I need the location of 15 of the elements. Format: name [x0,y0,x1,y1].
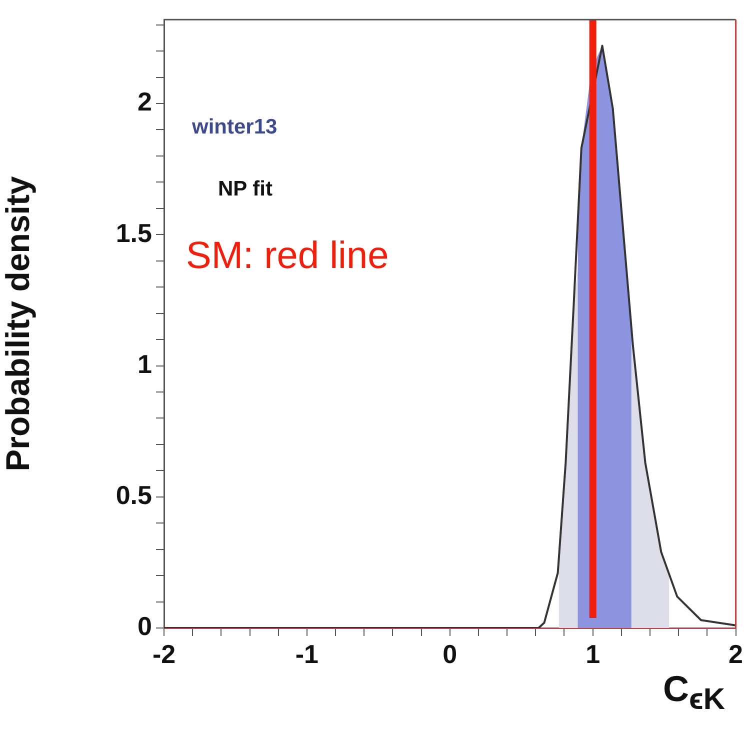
annotation: winter13 [191,115,278,138]
y-tick-label: 1.5 [116,218,152,248]
x-tick-label: 0 [442,638,458,669]
y-tick-label: 0 [138,611,152,642]
x-tick-label: 2 [728,638,744,669]
y-axis-title: Probability density [0,176,36,472]
x-tick-label: -2 [152,638,176,669]
ref-line-label: SM: red line [186,235,389,278]
y-tick-label: 2 [138,86,152,117]
x-tick-label: -1 [295,638,319,669]
x-axis-title: C$_{ϵK}$ [662,668,725,718]
annotation: NP fit [218,177,272,200]
y-tick-label: 1 [138,348,152,379]
y-tick-label: 0.5 [116,480,152,510]
x-tick-label: 1 [586,638,600,669]
